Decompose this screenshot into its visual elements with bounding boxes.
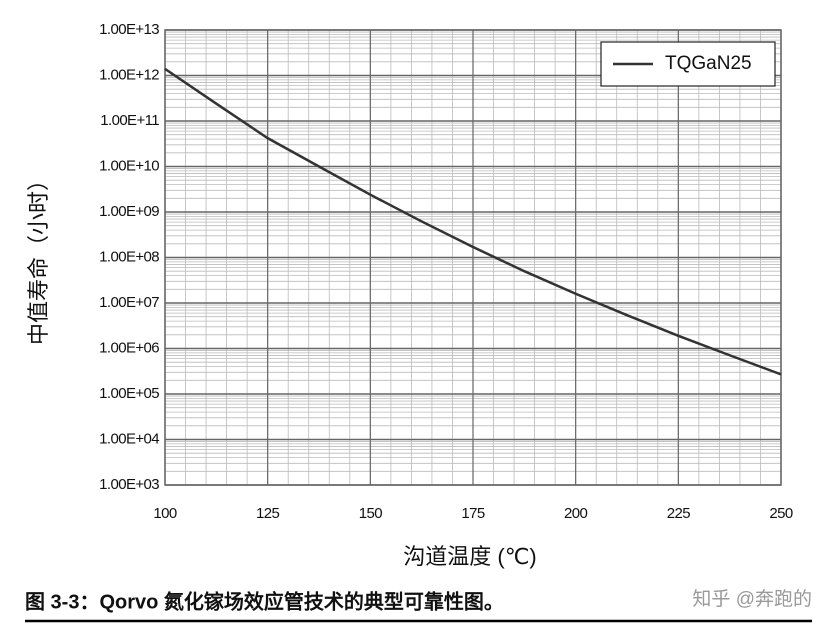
y-tick-label: 1.00E+03 [99,476,159,493]
y-tick-label: 1.00E+06 [99,339,159,356]
y-tick-label: 1.00E+07 [99,294,159,311]
y-tick-label: 1.00E+09 [99,203,159,220]
grid [164,29,782,486]
y-tick-label: 1.00E+08 [99,248,159,265]
legend-label: TQGaN25 [665,53,752,74]
x-tick-label: 150 [359,505,382,522]
caption: 图 3-3：Qorvo 氮化镓场效应管技术的典型可靠性图。 [25,589,504,613]
line-series [164,67,782,376]
x-tick-label: 200 [564,505,587,522]
x-axis-label: 沟道温度 (℃) [403,544,536,569]
y-axis-label: 中值寿命（小时） [26,169,51,345]
y-tick-label: 1.00E+04 [99,430,159,447]
y-tick-label: 1.00E+12 [99,66,159,83]
y-tick-label: 1.00E+13 [99,21,159,38]
y-tick-label: 1.00E+10 [99,157,159,174]
y-tick-label: 1.00E+05 [99,385,159,402]
x-tick-label: 175 [461,505,484,522]
x-tick-label: 250 [769,505,792,522]
plot-frame [164,29,782,486]
watermark: 知乎 @奔跑的 [692,588,812,610]
x-tick-label: 100 [153,505,176,522]
x-tick-label: 225 [667,505,690,522]
y-tick-label: 1.00E+11 [100,112,159,129]
x-tick-label: 125 [256,505,279,522]
